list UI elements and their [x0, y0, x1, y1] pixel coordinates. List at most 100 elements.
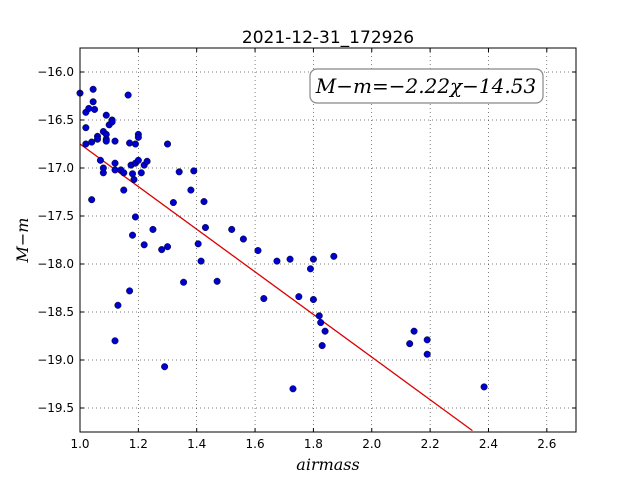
- data-point: [330, 252, 338, 260]
- fit-line-group: [79, 143, 473, 432]
- data-point: [130, 176, 138, 184]
- data-point: [91, 105, 99, 113]
- data-point: [82, 140, 90, 148]
- x-tick-label: 1.2: [129, 437, 148, 451]
- data-point: [289, 385, 297, 393]
- data-point: [169, 199, 177, 207]
- data-point: [260, 295, 268, 303]
- y-tick-label: −16.5: [37, 113, 74, 127]
- data-point: [273, 257, 281, 265]
- data-point: [134, 156, 142, 164]
- data-point: [134, 133, 142, 141]
- data-point: [228, 225, 236, 233]
- data-point: [423, 350, 431, 358]
- axis-ticks: 1.0 1.2 1.4 1.6 1.8 2.0 2.2 2.4 2.6 −16.0 −16.5 −17…: [37, 48, 576, 451]
- data-point: [480, 383, 488, 391]
- data-point: [140, 241, 148, 249]
- data-point: [161, 363, 169, 371]
- data-point: [143, 157, 151, 165]
- y-tick-label: −17.5: [37, 209, 74, 223]
- x-tick-label: 2.2: [421, 437, 440, 451]
- data-point: [129, 231, 137, 239]
- data-point: [88, 138, 96, 146]
- data-point: [406, 340, 414, 348]
- data-point: [164, 140, 172, 148]
- annotation-box: [309, 68, 544, 104]
- y-tick-label: −19.5: [37, 401, 74, 415]
- grid: [79, 48, 576, 432]
- y-tick-label: −17.0: [37, 161, 74, 175]
- data-point: [111, 337, 119, 345]
- data-point: [164, 243, 172, 251]
- plot-area: [80, 48, 576, 432]
- data-point: [286, 255, 294, 263]
- y-tick-label: −19.0: [37, 353, 74, 367]
- y-tick-label: −18.0: [37, 257, 74, 271]
- data-point: [213, 277, 221, 285]
- data-point: [317, 319, 325, 327]
- data-point: [111, 137, 119, 145]
- data-point: [131, 213, 139, 221]
- x-tick-label: 1.8: [304, 437, 323, 451]
- data-point: [126, 139, 134, 147]
- plot-frame: [79, 47, 577, 433]
- chart-title: 2021-12-31_172926: [242, 28, 414, 48]
- data-point: [82, 124, 90, 132]
- data-points: [76, 85, 488, 393]
- data-point: [315, 312, 323, 320]
- data-point: [102, 111, 110, 119]
- data-point: [99, 169, 107, 177]
- data-point: [190, 167, 198, 175]
- data-point: [111, 159, 119, 167]
- x-tick-label: 1.4: [187, 437, 206, 451]
- data-point: [137, 169, 145, 177]
- data-point: [194, 240, 202, 248]
- data-point: [94, 135, 102, 143]
- data-point: [410, 327, 418, 335]
- data-point: [200, 198, 208, 206]
- data-point: [89, 98, 97, 106]
- data-point: [111, 166, 119, 174]
- data-point: [126, 287, 134, 295]
- data-point: [96, 156, 104, 164]
- data-point: [124, 91, 132, 99]
- x-tick-label: 2.0: [362, 437, 381, 451]
- x-axis-label: airmass: [296, 455, 359, 474]
- y-tick-label: −18.5: [37, 305, 74, 319]
- fit-equation-annotation: M−m=−2.22χ−14.53: [315, 74, 536, 98]
- data-point: [120, 186, 128, 194]
- data-point: [180, 278, 188, 286]
- data-point: [102, 137, 110, 145]
- data-point: [309, 296, 317, 304]
- data-point: [175, 168, 183, 176]
- data-point: [318, 342, 326, 350]
- data-point: [295, 293, 303, 301]
- data-point: [85, 104, 93, 112]
- y-axis-label: M−m: [13, 218, 32, 264]
- data-point: [187, 186, 195, 194]
- data-point: [88, 196, 96, 204]
- x-tick-label: 1.6: [246, 437, 265, 451]
- data-point: [114, 301, 122, 309]
- data-point: [158, 246, 166, 254]
- data-point: [239, 235, 247, 243]
- data-point: [309, 255, 317, 263]
- data-point: [89, 85, 97, 93]
- data-point: [306, 265, 314, 273]
- data-point: [129, 170, 137, 178]
- data-point: [423, 336, 431, 344]
- y-tick-label: −16.0: [37, 65, 74, 79]
- data-point: [149, 225, 157, 233]
- fit-line: [79, 143, 473, 432]
- data-point: [321, 327, 329, 335]
- x-tick-label: 2.4: [479, 437, 498, 451]
- data-point: [108, 118, 116, 126]
- data-point: [131, 140, 139, 148]
- x-tick-label: 2.6: [537, 437, 556, 451]
- data-point: [201, 224, 209, 232]
- data-point: [120, 169, 128, 177]
- data-point: [197, 257, 205, 265]
- data-point: [254, 247, 262, 255]
- x-tick-label: 1.0: [70, 437, 89, 451]
